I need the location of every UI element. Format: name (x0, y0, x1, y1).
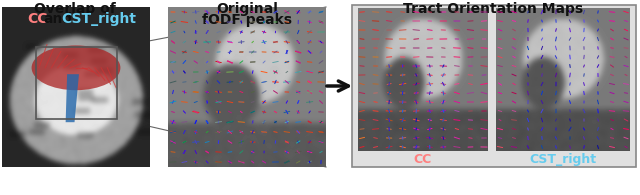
Text: Original: Original (216, 2, 278, 16)
Ellipse shape (31, 45, 120, 90)
Text: CST_right: CST_right (529, 153, 596, 166)
Text: CC: CC (414, 153, 432, 166)
Text: fODF peaks: fODF peaks (202, 13, 292, 27)
Text: Tract Orientation Maps: Tract Orientation Maps (403, 2, 583, 16)
Text: and: and (44, 12, 72, 26)
Bar (36, 47, 118, 119)
Text: CC: CC (28, 12, 48, 26)
Bar (352, 5, 636, 167)
Text: CST_right: CST_right (61, 12, 136, 26)
Polygon shape (66, 74, 79, 122)
Text: Overlap of: Overlap of (34, 2, 116, 16)
